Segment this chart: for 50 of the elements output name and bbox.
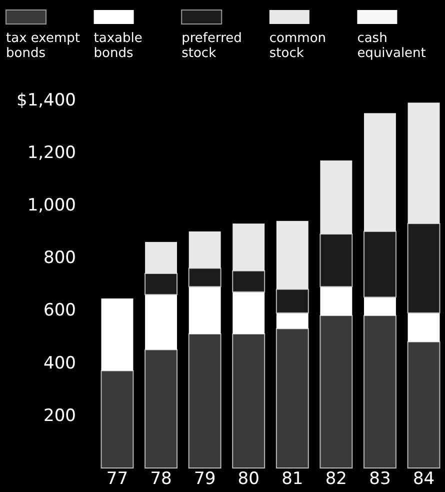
bar: [320, 286, 352, 316]
legend-label: tax exempt bonds: [6, 31, 80, 61]
bar: [101, 298, 134, 371]
bar: [145, 242, 178, 274]
x-tick-label: 80: [238, 469, 260, 490]
bar: [407, 223, 440, 314]
bar: [100, 370, 134, 468]
bar: [320, 234, 353, 288]
x-tick-label: 81: [282, 469, 304, 490]
x-tick-label: 83: [369, 469, 391, 490]
bar: [188, 231, 221, 268]
bar: [408, 312, 440, 342]
bar: [188, 333, 222, 468]
y-tick-label: 200: [44, 406, 76, 426]
bar: [232, 270, 266, 292]
bar: [232, 224, 265, 271]
bar: [276, 328, 309, 468]
bar: [276, 220, 308, 290]
y-tick-label: 1,000: [27, 196, 76, 216]
x-tick-label: 84: [412, 469, 435, 490]
y-tick-label: $1,400: [16, 90, 76, 110]
bar: [232, 333, 266, 468]
x-tick-label: 79: [194, 469, 216, 490]
bar: [144, 349, 178, 468]
y-tick-label: 1,200: [27, 143, 76, 164]
x-tick-label: 78: [150, 469, 172, 490]
bar: [188, 286, 221, 334]
y-tick-label: 800: [44, 248, 76, 268]
bar: [320, 315, 353, 468]
x-tick-label: 82: [325, 469, 348, 490]
bar: [188, 268, 222, 288]
bar: [408, 102, 440, 224]
bar: [276, 288, 309, 314]
legend-label: taxable bonds: [94, 31, 142, 61]
legend-label: preferred stock: [182, 31, 242, 61]
bar: [364, 113, 396, 232]
bar: [320, 160, 352, 234]
bar: [232, 292, 265, 334]
x-tick-label: 77: [106, 469, 128, 490]
y-tick-label: 600: [44, 300, 76, 321]
bar: [145, 294, 178, 350]
legend-label: common stock: [269, 31, 326, 61]
bar: [363, 230, 396, 298]
bar: [276, 312, 308, 329]
bar: [364, 297, 396, 316]
legend-label: cash equivalent: [357, 31, 426, 61]
bar: [144, 272, 178, 296]
bar: [407, 341, 440, 468]
y-tick-label: 400: [44, 353, 76, 374]
bar: [363, 315, 396, 468]
